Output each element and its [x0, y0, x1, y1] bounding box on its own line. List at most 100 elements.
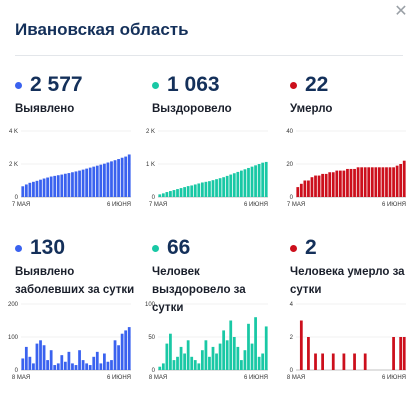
bar	[124, 156, 128, 197]
bar	[254, 165, 257, 197]
bar	[183, 187, 186, 197]
stat-label: Человек выздоровело за сутки	[152, 266, 246, 314]
bar	[85, 363, 89, 370]
bar	[56, 363, 60, 370]
bar	[78, 170, 81, 197]
bar	[299, 320, 303, 370]
bar	[261, 353, 265, 370]
bar	[399, 337, 403, 370]
stat-value: 2 577	[30, 73, 83, 96]
bar	[314, 175, 317, 197]
bar	[28, 356, 32, 370]
bar	[106, 361, 110, 370]
bar	[24, 346, 28, 370]
bar	[179, 346, 183, 370]
y-tick-label: 4	[290, 302, 294, 308]
legend-dot-icon	[15, 81, 22, 89]
x-tick-label: 7 МАЯ	[149, 202, 167, 208]
bar	[353, 353, 356, 370]
bar	[208, 356, 211, 370]
bar	[222, 177, 226, 197]
bar	[42, 345, 46, 370]
divider	[15, 55, 403, 56]
bar	[261, 162, 265, 197]
bar	[310, 177, 314, 197]
stat-value: 22	[305, 73, 329, 96]
bar	[92, 356, 96, 370]
bar	[113, 160, 117, 197]
bar	[186, 186, 190, 197]
bar	[328, 172, 332, 197]
bar	[158, 366, 162, 370]
bar	[229, 174, 233, 197]
x-tick-label: 7 МАЯ	[287, 202, 305, 208]
stat-value-row: 1 063	[152, 72, 220, 98]
stat-value-row: 2	[290, 235, 317, 261]
stat-panel-recovered-daily: 66 Человек выздоровело за сутки 100 50 0 8 МА…	[145, 235, 277, 405]
bar	[321, 173, 324, 197]
bar	[127, 154, 131, 197]
bar	[81, 360, 85, 370]
bar	[110, 161, 113, 197]
bar	[21, 186, 25, 197]
bar	[395, 165, 399, 197]
close-icon[interactable]: ✕	[394, 3, 408, 20]
bar	[158, 194, 162, 197]
bar	[169, 333, 172, 370]
bar	[81, 169, 85, 197]
bar	[367, 167, 371, 197]
bar	[103, 353, 106, 370]
bar	[49, 350, 53, 370]
bar	[88, 167, 92, 197]
x-tick-label: 6 ИЮНЯ	[382, 375, 406, 381]
bar	[229, 320, 233, 370]
bar	[190, 185, 194, 197]
x-tick-label: 8 МАЯ	[149, 375, 167, 381]
bar	[165, 343, 169, 370]
bar	[363, 353, 367, 370]
bar	[331, 172, 335, 197]
bar	[106, 162, 110, 197]
bar	[103, 163, 106, 197]
bar	[169, 191, 172, 197]
x-tick-label: 6 ИЮНЯ	[244, 202, 268, 208]
bar	[74, 365, 78, 370]
bar	[39, 179, 42, 197]
y-tick-label: 0	[290, 195, 294, 201]
bar	[204, 340, 208, 370]
bar	[222, 330, 226, 370]
x-tick-label: 6 ИЮНЯ	[244, 375, 268, 381]
x-tick-label: 7 МАЯ	[12, 202, 30, 208]
bar	[307, 337, 310, 370]
bar	[95, 351, 99, 370]
y-tick-label: 0	[15, 195, 19, 201]
bar	[402, 160, 406, 197]
bar	[35, 180, 39, 197]
y-tick-label: 2	[290, 335, 294, 341]
bar	[215, 179, 218, 197]
bar	[67, 173, 71, 197]
bar	[78, 350, 81, 370]
bar	[402, 337, 406, 370]
bar	[63, 361, 67, 370]
bar	[247, 323, 250, 370]
bar	[85, 168, 89, 197]
bar	[95, 165, 99, 197]
bar	[117, 345, 120, 370]
bar	[39, 340, 42, 370]
y-tick-label: 2 K	[9, 162, 18, 168]
x-tick-label: 8 МАЯ	[287, 375, 305, 381]
bar	[236, 171, 240, 197]
bar	[342, 170, 346, 197]
bar	[92, 166, 96, 197]
bar	[200, 350, 204, 370]
bar	[24, 184, 28, 197]
bar	[218, 178, 222, 197]
bar	[360, 167, 364, 197]
bar	[117, 159, 120, 197]
y-tick-label: 100	[8, 335, 19, 341]
bar	[349, 168, 353, 197]
bar	[342, 353, 346, 370]
bar	[113, 340, 117, 370]
